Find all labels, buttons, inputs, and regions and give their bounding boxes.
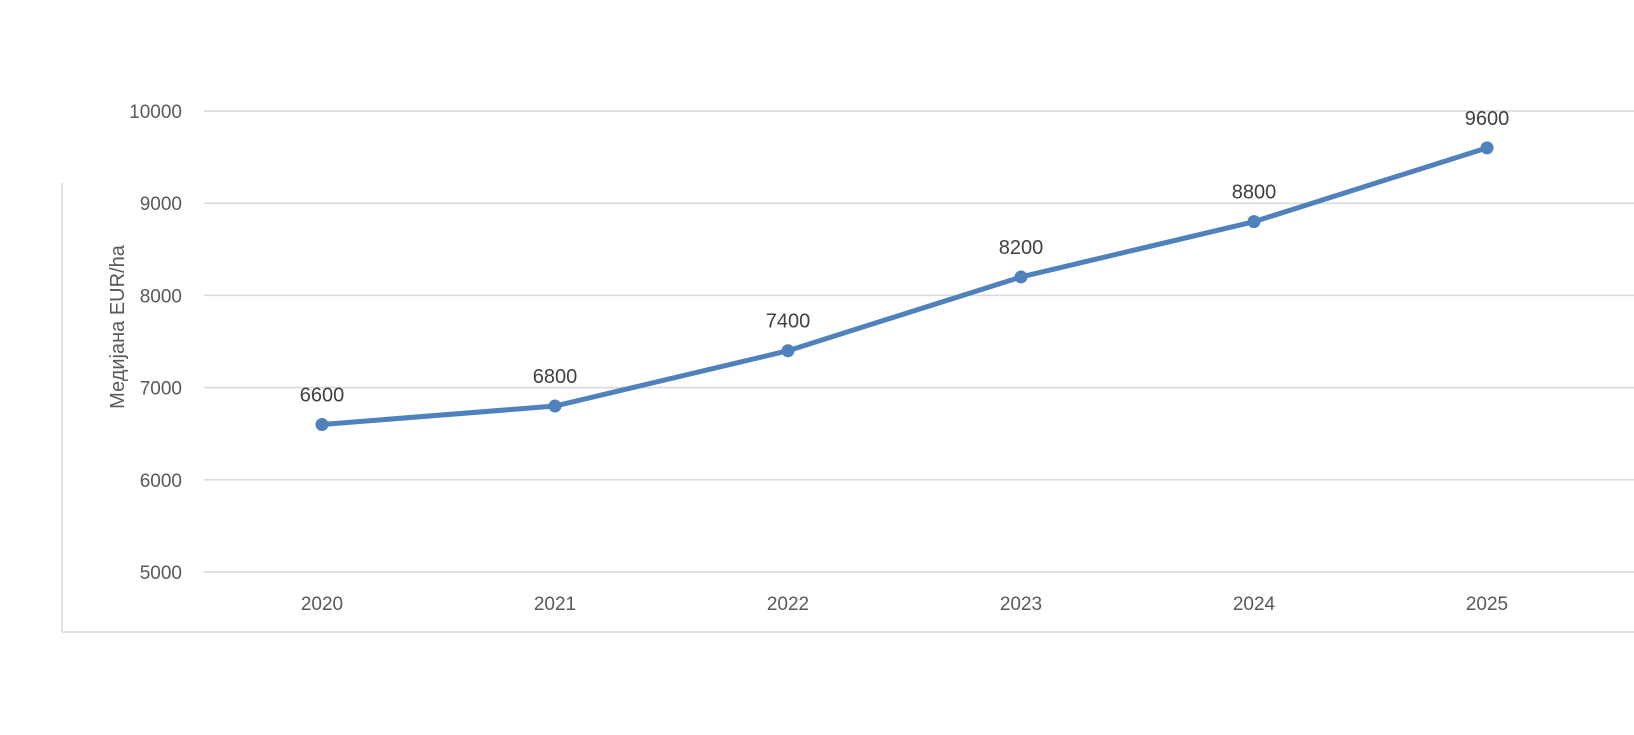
y-tick-label: 8000 xyxy=(140,286,182,307)
series-line-layer xyxy=(319,145,1490,427)
data-point xyxy=(781,344,795,358)
y-tick-label: 5000 xyxy=(140,563,182,584)
data-point xyxy=(1247,215,1261,229)
x-axis-ticks: 2020 2021 2022 2023 2024 2025 xyxy=(301,594,1508,615)
data-point xyxy=(548,399,562,413)
x-tick-label: 2022 xyxy=(767,594,809,615)
y-tick-label: 7000 xyxy=(140,379,182,400)
gridlines xyxy=(204,110,1634,573)
y-axis-ticks: 5000 6000 7000 8000 9000 10000 xyxy=(129,102,182,584)
x-tick-label: 2024 xyxy=(1233,594,1276,615)
data-label: 7400 xyxy=(766,311,811,333)
data-points xyxy=(315,141,1494,431)
data-label: 8800 xyxy=(1232,182,1277,204)
data-point xyxy=(315,417,329,431)
data-point xyxy=(1480,141,1494,155)
data-label: 9600 xyxy=(1465,108,1510,130)
y-tick-label: 10000 xyxy=(129,102,182,123)
series-line xyxy=(319,145,1490,427)
data-point xyxy=(1014,270,1028,284)
y-tick-label: 6000 xyxy=(140,471,182,492)
y-axis-title: Медијана EUR/ha xyxy=(107,244,129,409)
data-label: 8200 xyxy=(999,237,1044,259)
x-tick-label: 2023 xyxy=(1000,594,1042,615)
data-labels: 6600 6800 7400 8200 8800 9600 xyxy=(300,108,1510,407)
data-label: 6600 xyxy=(300,384,345,406)
data-label: 6800 xyxy=(533,366,578,388)
x-tick-label: 2020 xyxy=(301,594,343,615)
y-tick-label: 9000 xyxy=(140,194,182,215)
x-tick-label: 2025 xyxy=(1466,594,1508,615)
chart-frame xyxy=(61,183,1634,633)
x-tick-label: 2021 xyxy=(534,594,576,615)
